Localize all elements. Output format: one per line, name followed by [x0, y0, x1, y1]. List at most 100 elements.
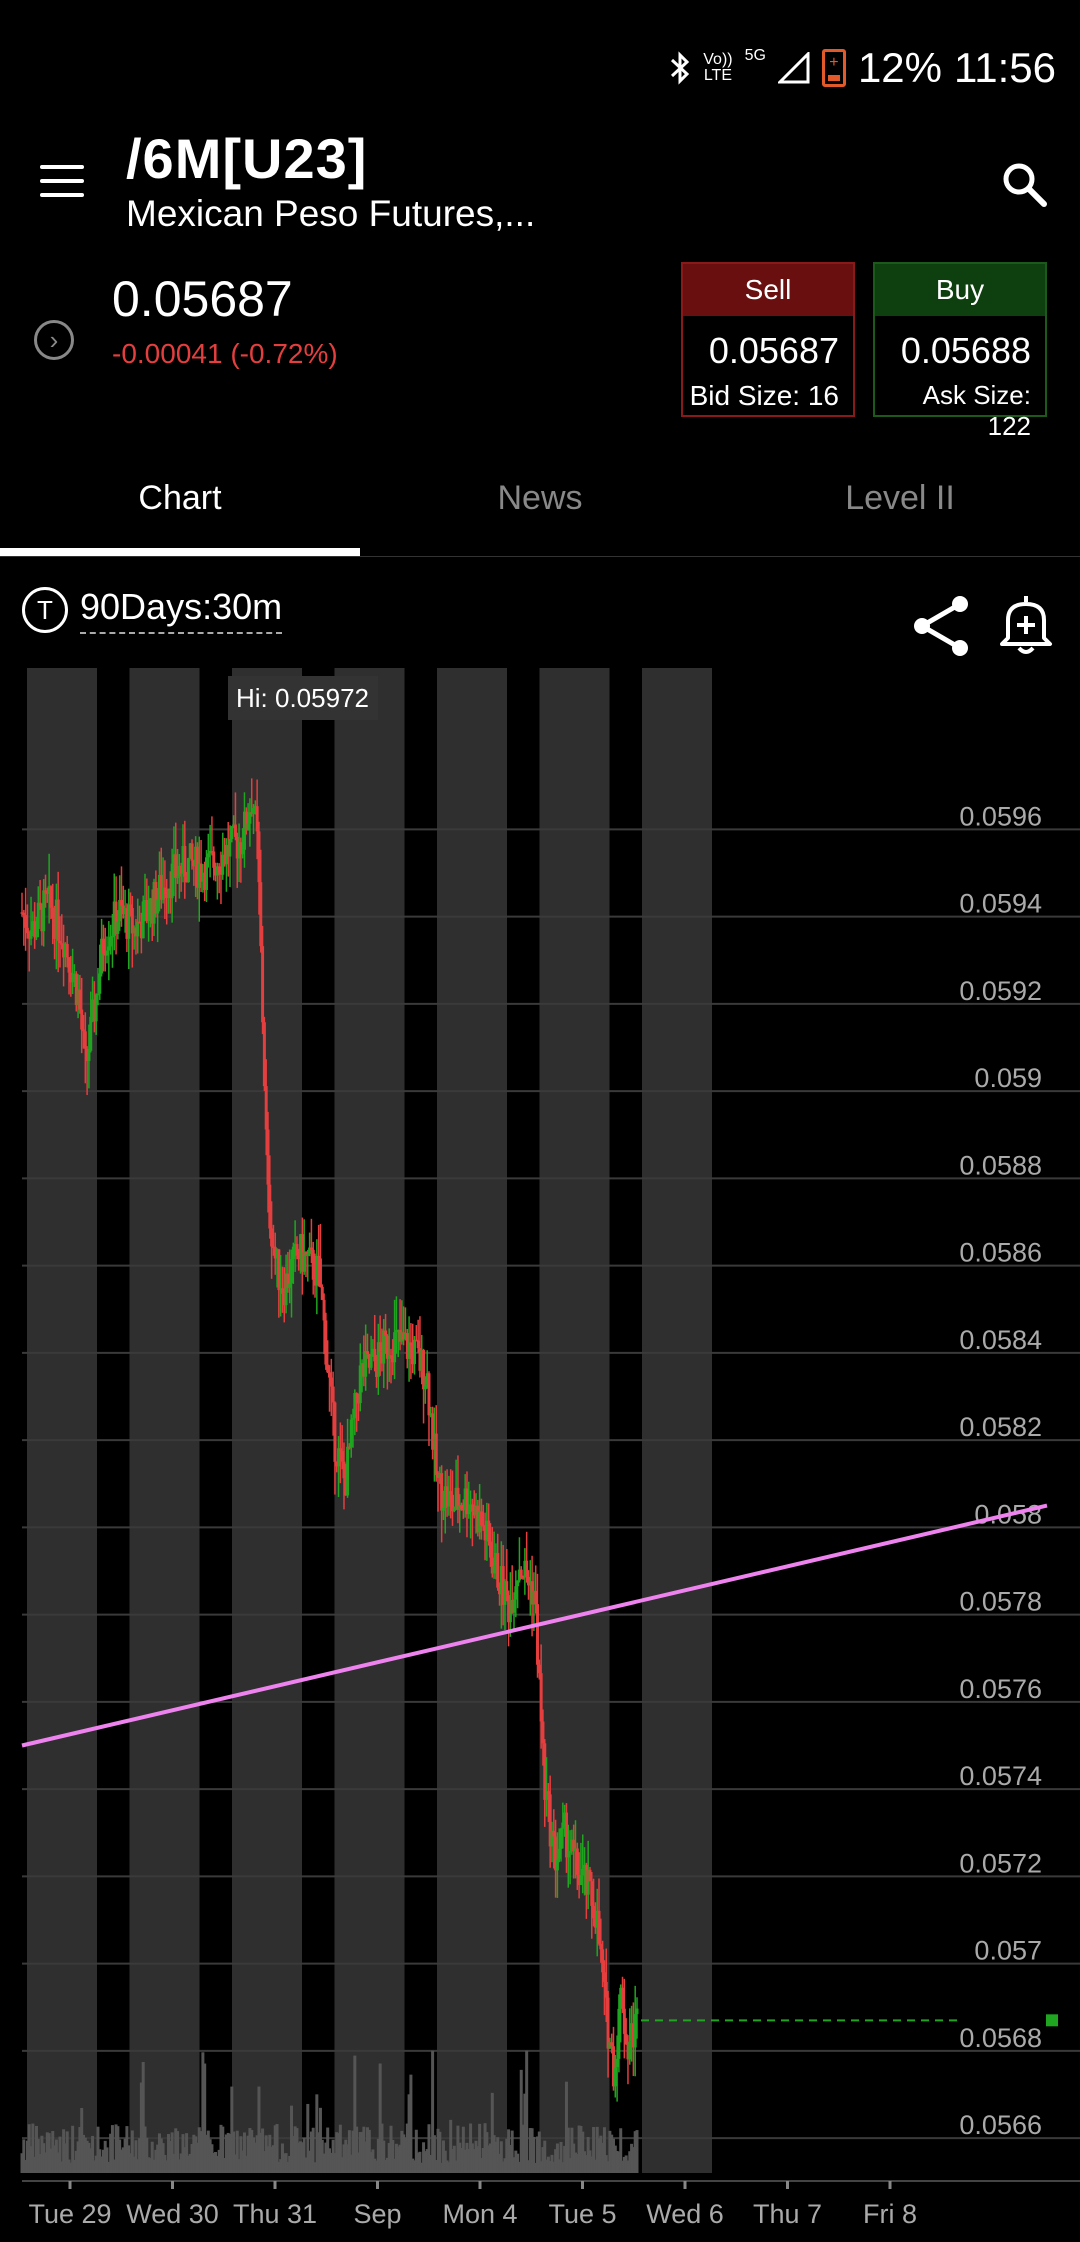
volume-bar [270, 2146, 274, 2173]
timeframe-selector[interactable]: 90Days:30m [80, 586, 283, 634]
volume-bar [56, 2152, 60, 2173]
candle-body [45, 892, 49, 894]
candle-body [141, 901, 145, 939]
tab-news[interactable]: News [497, 479, 583, 517]
candle-body [546, 1791, 550, 1795]
candle-body [479, 1511, 483, 1526]
volume-bar [136, 2159, 140, 2173]
volume-bar [449, 2119, 453, 2173]
volume-bar [347, 2130, 351, 2173]
candle-body [62, 943, 66, 958]
volume-bar [125, 2126, 129, 2173]
volume-bar [407, 2094, 411, 2173]
expand-quote-icon[interactable]: › [34, 320, 74, 360]
volume-bar [494, 2141, 498, 2173]
candle-body [378, 1342, 382, 1352]
candle-body [414, 1339, 418, 1342]
candle-body [280, 1288, 284, 1294]
volume-bar [488, 2143, 492, 2173]
volume-bar [611, 2138, 615, 2173]
volume-bar [87, 2142, 91, 2173]
candle-body [438, 1473, 442, 1478]
candle-body [423, 1384, 427, 1390]
candle-body [590, 1881, 594, 1906]
volume-bar [132, 2156, 136, 2173]
volume-bar [326, 2127, 330, 2173]
volume-bar [608, 2130, 612, 2173]
x-tick-label: Wed 30 [126, 2199, 219, 2229]
candle-body [507, 1595, 511, 1623]
last-price: 0.05687 [112, 271, 293, 327]
candle-body [606, 1997, 610, 2049]
volume-bar [241, 2150, 245, 2173]
last-price-marker [1046, 2014, 1058, 2027]
candle-body [619, 1987, 623, 2009]
candle-body [595, 1910, 599, 1928]
tab-level-ii[interactable]: Level II [845, 479, 955, 517]
battery-icon [821, 49, 846, 87]
candle-body [463, 1488, 467, 1510]
candle-body [530, 1581, 534, 1605]
timeframe-type-icon[interactable]: T [22, 587, 68, 633]
search-icon[interactable] [1000, 160, 1050, 210]
buy-label: Buy [875, 264, 1045, 316]
candle-body [242, 811, 246, 850]
volume-bar [384, 2159, 388, 2173]
share-icon[interactable] [910, 594, 974, 663]
volume-bar [414, 2129, 418, 2173]
candle-body [380, 1351, 384, 1364]
volume-bar [572, 2143, 576, 2173]
volume-bar [536, 2136, 540, 2173]
volume-bar [391, 2139, 395, 2173]
volume-bar [308, 2150, 312, 2173]
candle-body [592, 1905, 596, 1919]
price-chart[interactable]: 0.0596 0.0594 0.0592 0.059 0.0588 0.0586 0.058… [0, 668, 1080, 2242]
y-tick-label: 0.0586 [959, 1238, 1042, 1268]
candle-body [584, 1864, 588, 1895]
volume-bar [96, 2126, 100, 2173]
volume-bar [528, 2128, 532, 2173]
volume-bar [512, 2157, 516, 2173]
candle-body [492, 1566, 496, 1574]
candle-body [344, 1478, 348, 1496]
volume-bar [443, 2150, 447, 2173]
volume-bar [168, 2141, 172, 2173]
volume-bar [246, 2135, 250, 2173]
y-tick-label: 0.059 [974, 1063, 1042, 1093]
candle-body [275, 1249, 279, 1259]
volume-bar [266, 2146, 270, 2173]
candle-body [215, 866, 219, 876]
menu-icon[interactable] [40, 165, 84, 199]
volume-bar [302, 2137, 306, 2173]
volume-bar [423, 2151, 427, 2173]
volume-bar [621, 2160, 625, 2173]
volume-bar [333, 2153, 337, 2173]
tab-chart[interactable]: Chart [138, 479, 222, 517]
buy-button[interactable]: Buy 0.05688 Ask Size: 122 [873, 262, 1047, 441]
volume-bar [24, 2159, 28, 2173]
volume-bar [474, 2140, 478, 2173]
x-tick-label: Wed 6 [646, 2199, 724, 2229]
volume-bar [563, 2145, 567, 2173]
volume-bar [583, 2151, 587, 2173]
volume-bar [483, 2123, 487, 2173]
candle-body [226, 844, 230, 857]
candle-body [286, 1273, 290, 1288]
volume-bar [369, 2152, 373, 2173]
candle-body [561, 1822, 565, 1829]
volume-bar [398, 2144, 402, 2173]
volume-bar [418, 2151, 422, 2173]
volume-bar [275, 2124, 279, 2173]
candle-body [624, 2033, 628, 2045]
sell-button[interactable]: Sell 0.05687 Bid Size: 16 [681, 262, 855, 417]
candle-body [233, 824, 237, 837]
candle-body [548, 1794, 552, 1847]
hi-label-box [228, 676, 378, 720]
volume-bar [342, 2144, 346, 2173]
volume-bar [420, 2162, 424, 2173]
volume-bar [470, 2143, 474, 2173]
candle-body [315, 1255, 319, 1286]
candle-body [481, 1525, 485, 1527]
alert-bell-plus-icon[interactable] [998, 592, 1054, 661]
volume-bar [118, 2139, 122, 2173]
